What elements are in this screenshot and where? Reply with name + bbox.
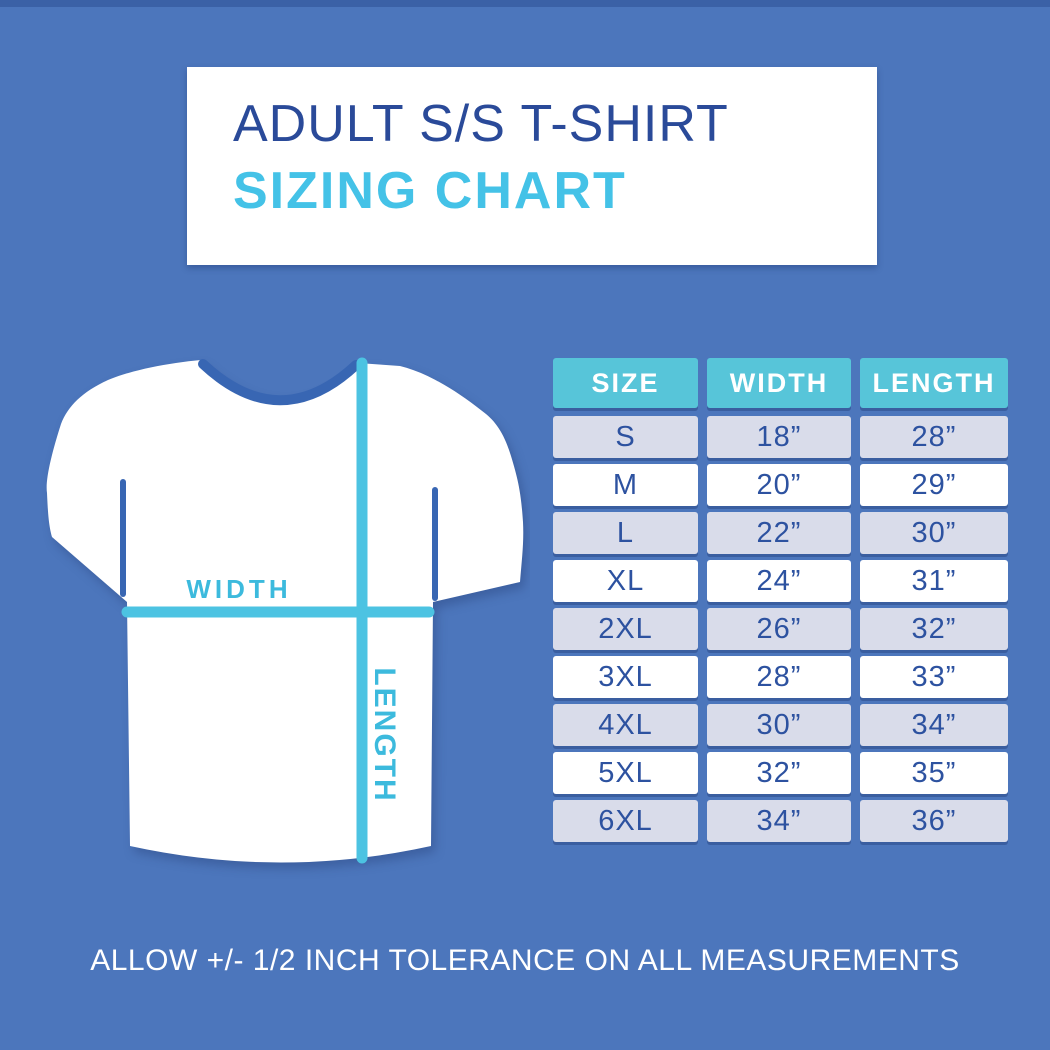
- table-cell: 31”: [860, 560, 1008, 602]
- table-row-5xl: 5XL 32” 35”: [553, 752, 1008, 794]
- table-cell: 5XL: [553, 752, 698, 794]
- table-cell: L: [553, 512, 698, 554]
- table-cell: 28”: [860, 416, 1008, 458]
- table-cell: 2XL: [553, 608, 698, 650]
- table-cell: 34”: [707, 800, 851, 842]
- width-label: WIDTH: [186, 574, 291, 604]
- table-cell: S: [553, 416, 698, 458]
- header-card: ADULT S/S T-SHIRT SIZING CHART: [187, 67, 877, 265]
- table-cell: 24”: [707, 560, 851, 602]
- size-table-body: S 18” 28” M 20” 29” L 22” 30” XL 24” 31” 2XL 26” 32” 3X…: [553, 416, 1008, 842]
- table-cell: 20”: [707, 464, 851, 506]
- column-header-width: WIDTH: [707, 358, 851, 408]
- table-cell: 22”: [707, 512, 851, 554]
- table-cell: 28”: [707, 656, 851, 698]
- size-table: SIZE WIDTH LENGTH S 18” 28” M 20” 29” L 22” 30” XL 2…: [553, 358, 1008, 848]
- table-cell: 30”: [860, 512, 1008, 554]
- table-cell: XL: [553, 560, 698, 602]
- table-row-xl: XL 24” 31”: [553, 560, 1008, 602]
- table-cell: 34”: [860, 704, 1008, 746]
- table-cell: 33”: [860, 656, 1008, 698]
- page-title: ADULT S/S T-SHIRT: [233, 95, 729, 153]
- table-row-2xl: 2XL 26” 32”: [553, 608, 1008, 650]
- table-row-m: M 20” 29”: [553, 464, 1008, 506]
- table-cell: 4XL: [553, 704, 698, 746]
- length-label: LENGTH: [368, 667, 401, 802]
- table-cell: 32”: [707, 752, 851, 794]
- table-cell: M: [553, 464, 698, 506]
- table-row-3xl: 3XL 28” 33”: [553, 656, 1008, 698]
- table-cell: 3XL: [553, 656, 698, 698]
- tolerance-note: ALLOW +/- 1/2 INCH TOLERANCE ON ALL MEAS…: [90, 944, 960, 977]
- table-cell: 26”: [707, 608, 851, 650]
- size-table-head-row: SIZE WIDTH LENGTH: [553, 358, 1008, 408]
- table-row-l: L 22” 30”: [553, 512, 1008, 554]
- table-row-4xl: 4XL 30” 34”: [553, 704, 1008, 746]
- table-cell: 35”: [860, 752, 1008, 794]
- table-cell: 29”: [860, 464, 1008, 506]
- table-cell: 6XL: [553, 800, 698, 842]
- table-cell: 30”: [707, 704, 851, 746]
- table-cell: 32”: [860, 608, 1008, 650]
- table-cell: 36”: [860, 800, 1008, 842]
- table-row-6xl: 6XL 34” 36”: [553, 800, 1008, 842]
- top-edge-strip: [0, 0, 1050, 7]
- collar-icon: [198, 359, 361, 406]
- column-header-length: LENGTH: [860, 358, 1008, 408]
- page-subtitle: SIZING CHART: [233, 161, 627, 220]
- tshirt-diagram: WIDTH LENGTH: [46, 357, 524, 864]
- column-header-size: SIZE: [553, 358, 698, 408]
- table-cell: 18”: [707, 416, 851, 458]
- table-row-s: S 18” 28”: [553, 416, 1008, 458]
